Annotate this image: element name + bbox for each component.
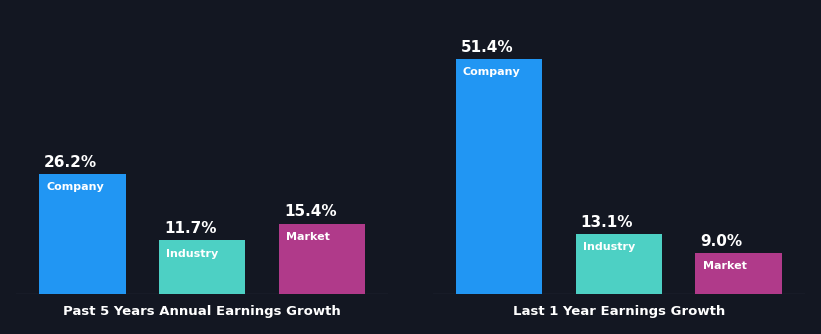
Text: Market: Market (287, 232, 330, 242)
Bar (695, 253, 782, 294)
Text: 51.4%: 51.4% (461, 40, 513, 55)
X-axis label: Last 1 Year Earnings Growth: Last 1 Year Earnings Growth (512, 305, 725, 318)
Text: Company: Company (47, 182, 104, 192)
Text: Industry: Industry (583, 242, 635, 252)
Bar (39, 174, 126, 294)
Bar (159, 240, 245, 294)
Text: 13.1%: 13.1% (580, 215, 633, 230)
Bar (576, 234, 662, 294)
Text: Industry: Industry (167, 249, 218, 259)
Text: 9.0%: 9.0% (700, 233, 742, 248)
Text: Company: Company (463, 67, 521, 77)
Text: Market: Market (703, 261, 746, 271)
Text: 26.2%: 26.2% (44, 155, 97, 170)
Bar (279, 223, 365, 294)
X-axis label: Past 5 Years Annual Earnings Growth: Past 5 Years Annual Earnings Growth (63, 305, 342, 318)
Bar (456, 59, 542, 294)
Text: 11.7%: 11.7% (164, 221, 217, 236)
Text: 15.4%: 15.4% (284, 204, 337, 219)
